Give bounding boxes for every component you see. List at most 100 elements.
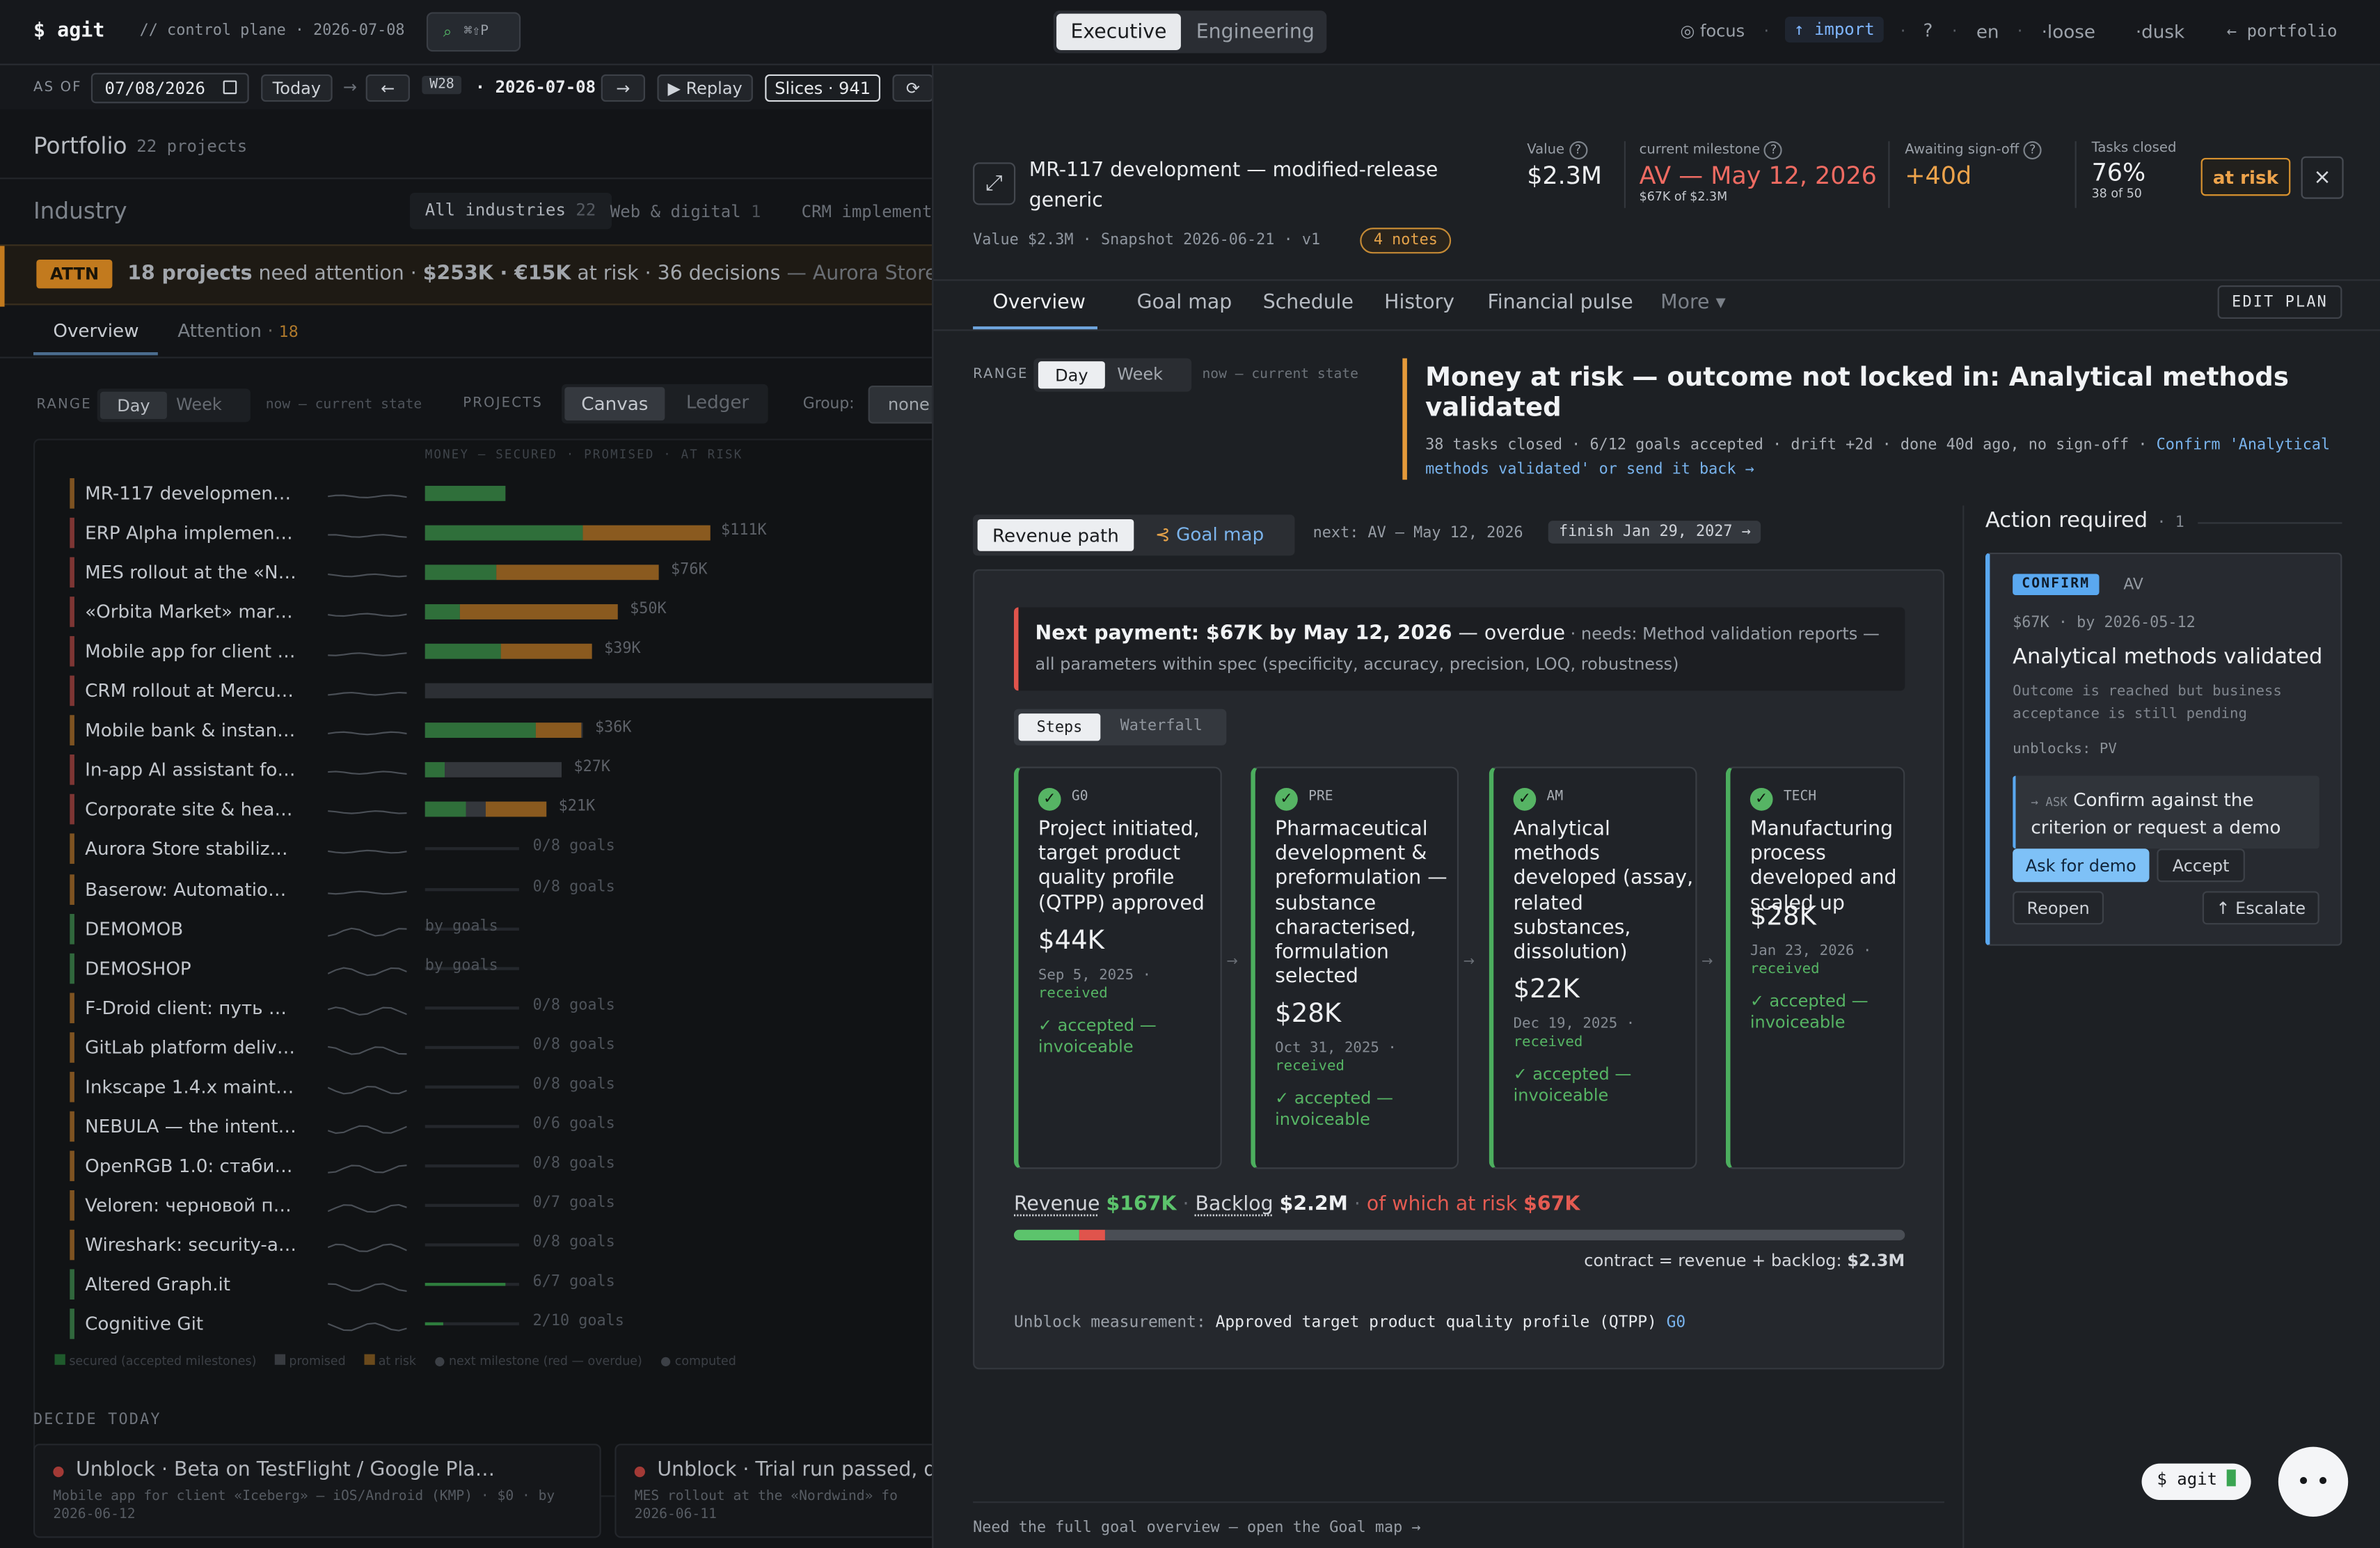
project-row[interactable]: Mobile bank & instant p… $36K bbox=[70, 713, 932, 747]
status-accent bbox=[70, 755, 74, 785]
slices-button[interactable]: Slices · 941 bbox=[765, 74, 881, 102]
industry-chip-web[interactable]: Web & digital 1 bbox=[610, 202, 761, 221]
decide-today-title: DECIDE TODAY bbox=[33, 1412, 161, 1429]
range-week[interactable]: Week bbox=[176, 395, 222, 415]
unblock-code-link[interactable]: G0 bbox=[1666, 1313, 1686, 1332]
view-executive-tab[interactable]: Executive bbox=[1056, 13, 1181, 50]
refresh-icon[interactable]: ⟳ bbox=[892, 74, 934, 102]
command-palette-button[interactable]: ⌕ ⌘⇧P bbox=[426, 12, 521, 52]
previous-week-button[interactable]: ← bbox=[365, 74, 410, 102]
milestone-card[interactable]: ✓ PRE Pharmaceutical development & preform… bbox=[1251, 766, 1459, 1169]
escalate-button[interactable]: ↑ Escalate bbox=[2202, 891, 2319, 925]
industry-chip-crm[interactable]: CRM implementa bbox=[801, 202, 933, 222]
sparkline bbox=[328, 967, 407, 977]
expand-icon[interactable]: ⤢ bbox=[973, 162, 1016, 205]
tab-more[interactable]: More ▾ bbox=[1660, 291, 1726, 315]
sparkline bbox=[328, 1085, 407, 1095]
project-row[interactable]: ERP Alpha implementati… $111K bbox=[70, 516, 932, 550]
waterfall-tab[interactable]: Waterfall bbox=[1120, 718, 1203, 735]
brand-logo[interactable]: $ agit bbox=[33, 19, 105, 43]
project-row[interactable]: DEMOMOB by goals bbox=[70, 913, 932, 946]
divider bbox=[973, 1501, 1945, 1503]
accept-button[interactable]: Accept bbox=[2157, 848, 2245, 883]
project-row[interactable]: Corporate site & headle… $21K bbox=[70, 793, 932, 826]
project-row[interactable]: «Orbita Market» market… $50K bbox=[70, 595, 932, 629]
tab-attention[interactable]: Attention · 18 bbox=[177, 320, 299, 342]
notes-badge[interactable]: 4 notes bbox=[1360, 228, 1452, 254]
project-row[interactable]: Baserow: Automation v… 0/8 goals bbox=[70, 873, 932, 906]
range-note: now — current state bbox=[1202, 367, 1359, 383]
assistant-bot-icon[interactable]: • • bbox=[2278, 1446, 2349, 1517]
project-row[interactable]: DEMOSHOP by goals bbox=[70, 952, 932, 986]
tab-goal-map[interactable]: Goal map bbox=[1136, 291, 1232, 315]
project-row[interactable]: Mobile app for client «Ic… $39K bbox=[70, 635, 932, 668]
project-row[interactable]: OpenRGB 1.0: стабили… 0/8 goals bbox=[70, 1149, 932, 1183]
focus-toggle[interactable]: ◎ focus bbox=[1680, 21, 1745, 41]
edit-plan-button[interactable]: EDIT PLAN bbox=[2217, 285, 2342, 319]
help-icon[interactable]: ? bbox=[2023, 141, 2042, 160]
tab-overview[interactable]: Overview bbox=[992, 291, 1086, 315]
import-button[interactable]: ↑ import bbox=[1784, 16, 1884, 43]
project-row[interactable]: MR-117 development —… bbox=[70, 477, 932, 510]
view-engineering-tab[interactable]: Engineering bbox=[1196, 20, 1315, 44]
milestone-status: received bbox=[1038, 985, 1108, 1002]
help-button[interactable]: ? bbox=[1923, 19, 1933, 41]
tab-overview[interactable]: Overview bbox=[53, 320, 139, 342]
ask-for-demo-button[interactable]: Ask for demo bbox=[2013, 848, 2150, 883]
milestone-card[interactable]: ✓ TECH Manufacturing process developed and… bbox=[1725, 766, 1905, 1169]
project-name: MES rollout at the «Nor… bbox=[85, 562, 298, 583]
range-day[interactable]: Day bbox=[100, 391, 167, 419]
project-row[interactable]: Inkscape 1.4.x mainten… 0/8 goals bbox=[70, 1071, 932, 1104]
project-row[interactable]: In-app AI assistant for «… $27K bbox=[70, 753, 932, 787]
as-of-date-input[interactable]: 07/08/2026 bbox=[90, 72, 249, 104]
goal-map-footer-link[interactable]: Need the full goal overview — open the G… bbox=[973, 1519, 1421, 1537]
project-row[interactable]: GitLab platform delivery… 0/8 goals bbox=[70, 1031, 932, 1064]
project-row[interactable]: Altered Graph.it 6/7 goals bbox=[70, 1267, 932, 1301]
project-row[interactable]: Wireshark: security-audi… 0/8 goals bbox=[70, 1229, 932, 1262]
view-canvas[interactable]: Canvas bbox=[564, 387, 665, 421]
breadcrumb: // control plane · 2026-07-08 bbox=[139, 22, 405, 40]
decision-card[interactable]: Unblock · Trial run passed, qu MES rollo… bbox=[614, 1444, 933, 1538]
chip-label: All industries bbox=[425, 200, 566, 221]
steps-tab[interactable]: Steps bbox=[1018, 713, 1101, 741]
theme-dusk-toggle[interactable]: ·dusk bbox=[2135, 21, 2185, 43]
milestone-date: Dec 19, 2025 · bbox=[1513, 1016, 1635, 1033]
revenue-path-tab[interactable]: Revenue path bbox=[977, 519, 1134, 551]
alert-action-link[interactable]: Confirm 'Analytical methods validated' o… bbox=[1425, 437, 2331, 479]
language-switch[interactable]: en bbox=[1976, 21, 1999, 43]
today-button[interactable]: Today bbox=[261, 74, 333, 102]
replay-button[interactable]: ▶ Replay bbox=[657, 74, 753, 102]
range-week[interactable]: Week bbox=[1117, 364, 1164, 384]
assistant-label[interactable]: $ agit bbox=[2141, 1463, 2252, 1500]
milestone-code: TECH bbox=[1783, 789, 1817, 805]
density-loose-toggle[interactable]: ·loose bbox=[2041, 21, 2095, 43]
next-week-button[interactable]: → bbox=[601, 74, 645, 102]
goal-map-tab[interactable]: ⊰ Goal map bbox=[1155, 523, 1264, 545]
tab-history[interactable]: History bbox=[1384, 291, 1455, 315]
close-icon[interactable]: × bbox=[2301, 156, 2344, 199]
reopen-button[interactable]: Reopen bbox=[2013, 891, 2104, 925]
group-select[interactable]: none bbox=[868, 386, 933, 424]
decision-card[interactable]: Unblock · Beta on TestFlight / Google Pl… bbox=[33, 1444, 601, 1538]
industry-chip-all[interactable]: All industries 22 bbox=[409, 193, 612, 230]
help-icon[interactable]: ? bbox=[1764, 141, 1783, 160]
project-row[interactable]: Aurora Store stabilizatio… 0/8 goals bbox=[70, 832, 932, 865]
project-row[interactable]: Veloren: черновой пла… 0/7 goals bbox=[70, 1189, 932, 1222]
bar-secured bbox=[425, 801, 466, 817]
payment-overdue: — overdue bbox=[1452, 622, 1566, 645]
finish-link[interactable]: finish Jan 29, 2027 → bbox=[1548, 521, 1762, 544]
project-row[interactable]: NEBULA — the intent be… 0/6 goals bbox=[70, 1109, 932, 1143]
project-row[interactable]: CRM rollout at Mercury … bbox=[70, 674, 933, 707]
portfolio-back-link[interactable]: ← portfolio bbox=[2226, 21, 2338, 41]
help-icon[interactable]: ? bbox=[1569, 141, 1587, 160]
tab-financial-pulse[interactable]: Financial pulse bbox=[1487, 291, 1633, 315]
range-day[interactable]: Day bbox=[1038, 361, 1105, 389]
project-row[interactable]: F-Droid client: путь к 2.0 0/8 goals bbox=[70, 991, 932, 1025]
milestone-card[interactable]: ✓ G0 Project initiated, target product qua… bbox=[1013, 766, 1222, 1169]
tab-schedule[interactable]: Schedule bbox=[1262, 291, 1354, 315]
project-row[interactable]: Cognitive Git 2/10 goals bbox=[70, 1307, 932, 1341]
milestone-card[interactable]: ✓ AM Analytical methods developed (assay, … bbox=[1489, 766, 1697, 1169]
project-row[interactable]: MES rollout at the «Nor… $76K bbox=[70, 555, 932, 589]
view-ledger[interactable]: Ledger bbox=[685, 391, 749, 413]
milestone-title: Project initiated, target product qualit… bbox=[1038, 818, 1205, 915]
